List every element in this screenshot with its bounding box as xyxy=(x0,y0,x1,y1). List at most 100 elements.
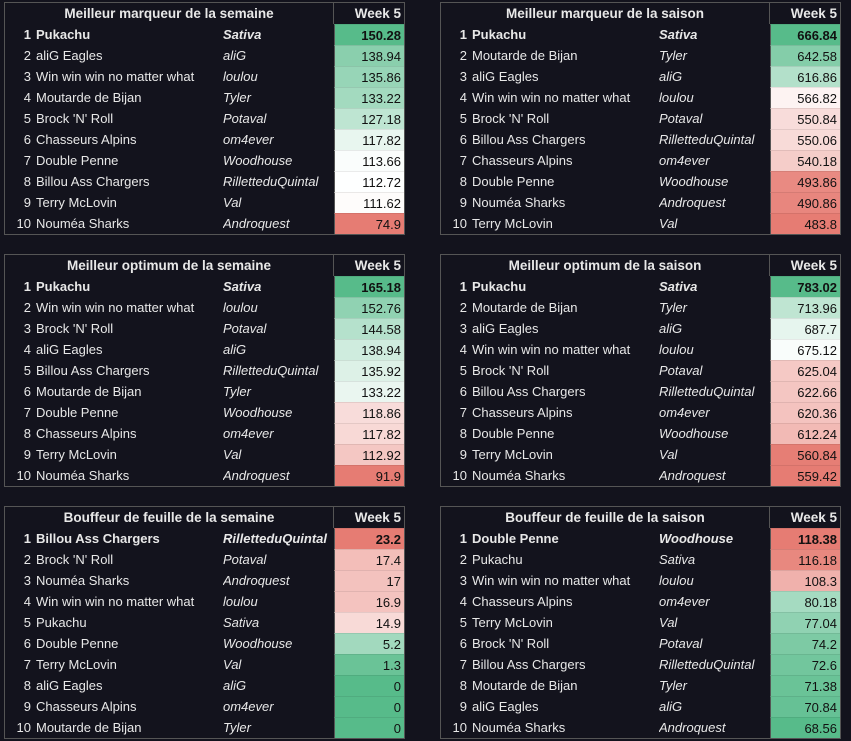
owner-name: Woodhouse xyxy=(223,153,293,168)
team-name: Moutarde de Bijan xyxy=(36,384,142,399)
rank: 1 xyxy=(459,279,467,294)
leaderboard-table: Meilleur optimum de la saison Week 5 1 Puka… xyxy=(440,254,841,487)
owner-name: Woodhouse xyxy=(659,174,729,189)
team-name: Terry McLovin xyxy=(472,447,553,462)
team-name: Moutarde de Bijan xyxy=(472,678,578,693)
table-row: 2 Pukachu Sativa 116.18 xyxy=(441,549,840,570)
table-row: 4 Win win win no matter what loulou 566.82 xyxy=(441,87,840,108)
owner-name: aliG xyxy=(223,678,247,693)
rank: 1 xyxy=(23,27,31,42)
score-cell: 77.04 xyxy=(770,612,840,633)
team-name: Nouméa Sharks xyxy=(36,468,130,483)
owner-name: RilletteduQuintal xyxy=(223,531,327,546)
rank: 9 xyxy=(23,447,31,462)
owner-name: loulou xyxy=(223,594,258,609)
score-cell: 135.92 xyxy=(334,360,404,381)
score-cell: 23.2 xyxy=(334,528,404,549)
team-name: aliG Eagles xyxy=(472,321,539,336)
table-row: 4 Win win win no matter what loulou 16.9 xyxy=(5,591,404,612)
table-row: 4 Chasseurs Alpins om4ever 80.18 xyxy=(441,591,840,612)
rank: 6 xyxy=(459,384,467,399)
owner-name: Potaval xyxy=(223,321,267,336)
team-name: Win win win no matter what xyxy=(472,573,631,588)
rank: 3 xyxy=(23,321,31,336)
rank: 9 xyxy=(23,195,31,210)
score-cell: 80.18 xyxy=(770,591,840,612)
table-row: 10 Nouméa Sharks Androquest 74.9 xyxy=(5,213,404,234)
table-row: 1 Pukachu Sativa 666.84 xyxy=(441,24,840,45)
score-cell: 566.82 xyxy=(770,87,840,108)
rank: 10 xyxy=(452,720,467,735)
leaderboard-table: Meilleur marqueur de la semaine Week 5 1 Pu… xyxy=(4,2,405,235)
team-name: Pukachu xyxy=(472,552,523,567)
team-name: Chasseurs Alpins xyxy=(36,699,137,714)
rank: 4 xyxy=(459,90,467,105)
rank: 7 xyxy=(459,153,467,168)
owner-name: Woodhouse xyxy=(223,405,293,420)
week-header: Week 5 xyxy=(354,258,401,273)
table-row: 6 Moutarde de Bijan Tyler 133.22 xyxy=(5,381,404,402)
score-cell: 112.72 xyxy=(334,171,404,192)
score-cell: 620.36 xyxy=(770,402,840,423)
table-row: 2 Moutarde de Bijan Tyler 713.96 xyxy=(441,297,840,318)
rank: 6 xyxy=(23,384,31,399)
score-cell: 135.86 xyxy=(334,66,404,87)
rank: 5 xyxy=(459,111,467,126)
score-cell: 1.3 xyxy=(334,654,404,675)
table-title: Meilleur marqueur de la semaine xyxy=(5,3,334,24)
rank: 4 xyxy=(459,342,467,357)
rank: 10 xyxy=(452,468,467,483)
score-cell: 0 xyxy=(334,675,404,696)
week-header: Week 5 xyxy=(354,6,401,21)
score-cell: 133.22 xyxy=(334,381,404,402)
score-cell: 713.96 xyxy=(770,297,840,318)
rank: 8 xyxy=(459,174,467,189)
table-row: 5 Billou Ass Chargers RilletteduQuintal 135… xyxy=(5,360,404,381)
owner-name: RilletteduQuintal xyxy=(223,363,319,378)
rank: 8 xyxy=(459,678,467,693)
team-name: aliG Eagles xyxy=(36,48,103,63)
rank: 7 xyxy=(23,153,31,168)
score-cell: 17 xyxy=(334,570,404,591)
owner-name: Val xyxy=(659,216,678,231)
owner-name: Sativa xyxy=(659,279,698,294)
table-row: 6 Billou Ass Chargers RilletteduQuintal 622… xyxy=(441,381,840,402)
score-cell: 493.86 xyxy=(770,171,840,192)
owner-name: loulou xyxy=(659,573,694,588)
score-cell: 91.9 xyxy=(334,465,404,486)
score-cell: 675.12 xyxy=(770,339,840,360)
owner-name: Sativa xyxy=(223,615,260,630)
owner-name: aliG xyxy=(659,321,683,336)
score-cell: 113.66 xyxy=(334,150,404,171)
score-cell: 70.84 xyxy=(770,696,840,717)
table-title: Bouffeur de feuille de la semaine xyxy=(5,507,334,528)
owner-name: RilletteduQuintal xyxy=(223,174,319,189)
score-cell: 14.9 xyxy=(334,612,404,633)
owner-name: Val xyxy=(223,657,242,672)
rank: 5 xyxy=(23,111,31,126)
owner-name: aliG xyxy=(659,699,683,714)
table-row: 7 Chasseurs Alpins om4ever 540.18 xyxy=(441,150,840,171)
owner-name: loulou xyxy=(659,342,694,357)
score-cell: 642.58 xyxy=(770,45,840,66)
rank: 1 xyxy=(459,27,467,42)
table-row: 1 Pukachu Sativa 165.18 xyxy=(5,276,404,297)
team-name: Terry McLovin xyxy=(36,447,117,462)
score-cell: 117.82 xyxy=(334,423,404,444)
rank: 2 xyxy=(23,48,31,63)
owner-name: Androquest xyxy=(659,195,726,210)
rank: 4 xyxy=(23,342,31,357)
table-row: 2 aliG Eagles aliG 138.94 xyxy=(5,45,404,66)
team-name: aliG Eagles xyxy=(36,342,103,357)
table-row: 8 Double Penne Woodhouse 612.24 xyxy=(441,423,840,444)
table-row: 2 Win win win no matter what loulou 152.76 xyxy=(5,297,404,318)
table-header: Meilleur marqueur de la saison Week 5 xyxy=(441,3,840,24)
owner-name: Val xyxy=(659,615,678,630)
rank: 2 xyxy=(459,300,467,315)
owner-name: Val xyxy=(659,447,678,462)
table-row: 6 Billou Ass Chargers RilletteduQuintal 550… xyxy=(441,129,840,150)
rank: 3 xyxy=(459,573,467,588)
owner-name: Potaval xyxy=(659,111,703,126)
team-name: Billou Ass Chargers xyxy=(472,132,586,147)
score-cell: 152.76 xyxy=(334,297,404,318)
